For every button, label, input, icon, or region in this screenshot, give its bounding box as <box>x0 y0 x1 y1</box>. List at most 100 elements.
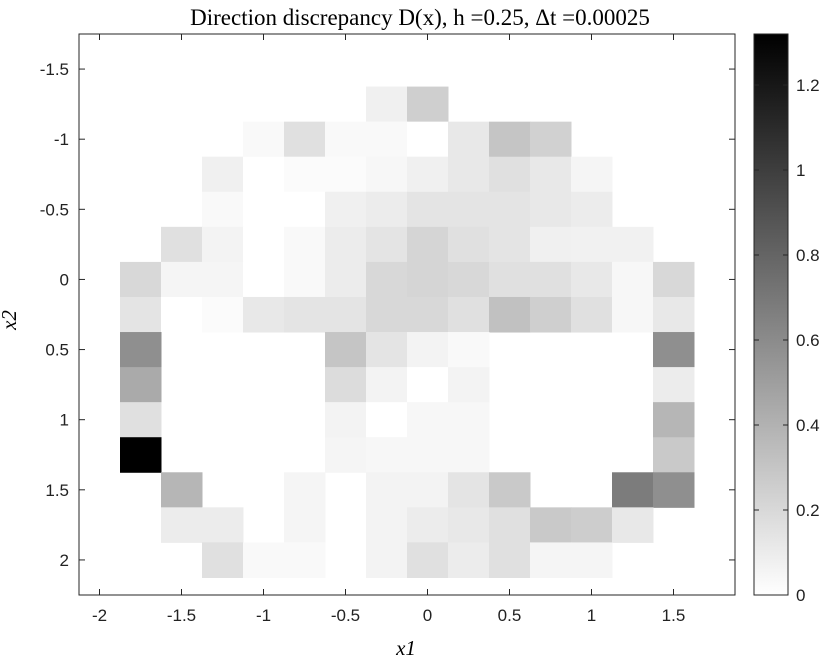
heatmap-cell <box>489 191 531 228</box>
heatmap-cell <box>284 507 326 543</box>
heatmap-cell <box>243 226 285 263</box>
y-tick-label: -0.5 <box>40 200 69 219</box>
heatmap-cell <box>407 507 449 543</box>
heatmap-cell <box>120 437 162 473</box>
heatmap-cell <box>612 472 654 508</box>
x-tick-label: -1.5 <box>167 606 196 625</box>
heatmap-cell <box>448 191 490 228</box>
colorbar: 0 0.2 0.4 0.6 0.8 1 1.2 <box>753 33 820 605</box>
colorbar-tick-label: 0 <box>796 586 805 605</box>
colorbar-tick-label: 0.6 <box>796 331 820 350</box>
heatmap-cell <box>612 226 654 263</box>
heatmap-cell <box>571 507 613 543</box>
colorbar-tick-label: 1.2 <box>796 76 820 95</box>
chart-title-text: Direction discrepancy D(x), h =0.25, Δt … <box>190 5 650 30</box>
heatmap-cell <box>366 472 408 508</box>
heatmap-cell <box>489 156 531 193</box>
heatmap-cell <box>120 367 162 403</box>
heatmap-cell <box>571 226 613 263</box>
heatmap-cell <box>448 437 490 473</box>
plot-axes: -2 -1.5 -1 -0.5 0 0.5 1 1.5 -1.5 -1 -0.5 0 0.5 1 1.5 2 <box>40 33 736 625</box>
heatmap-cell <box>407 121 449 158</box>
y-tick-label: 1 <box>60 411 69 430</box>
x-tick-label: -2 <box>92 606 107 625</box>
heatmap-cell <box>530 261 572 298</box>
y-axis-label: x2 <box>0 310 21 331</box>
colorbar-tick-label: 0.2 <box>796 501 820 520</box>
y-axis-label-text: x2 <box>0 310 21 331</box>
heatmap-cell <box>120 332 162 368</box>
heatmap-cell <box>325 261 367 298</box>
heatmap-cell <box>653 437 695 473</box>
heatmap-cell <box>161 472 203 508</box>
heatmap-cell <box>284 226 326 263</box>
heatmap-cell <box>407 437 449 473</box>
heatmap-cell <box>243 542 285 578</box>
heatmap-cell <box>325 367 367 403</box>
heatmap-cell <box>366 261 408 298</box>
heatmap-cells <box>120 86 695 578</box>
heatmap-cell <box>489 296 531 333</box>
heatmap-cell <box>653 296 695 333</box>
heatmap-cell <box>407 156 449 193</box>
y-tick-label: 1.5 <box>45 481 69 500</box>
heatmap-cell <box>202 296 244 333</box>
y-tick-label: 0 <box>60 270 69 289</box>
colorbar-gradient <box>753 33 789 596</box>
heatmap-cell <box>284 296 326 333</box>
heatmap-cell <box>489 542 531 578</box>
heatmap-cell <box>243 191 285 228</box>
x-tick-label: 0 <box>423 606 432 625</box>
heatmap-cell <box>243 156 285 193</box>
heatmap-cell <box>202 226 244 263</box>
heatmap-cell <box>448 332 490 368</box>
heatmap-cell <box>202 261 244 298</box>
heatmap-cell <box>653 332 695 368</box>
heatmap-cell <box>161 226 203 263</box>
heatmap-cell <box>243 296 285 333</box>
heatmap-cell <box>448 226 490 263</box>
heatmap-cell <box>325 121 367 158</box>
x-axis-label-text: x1 <box>395 636 416 658</box>
heatmap-cell <box>407 86 449 123</box>
heatmap-cell <box>407 226 449 263</box>
heatmap-cell <box>161 507 203 543</box>
y-tick-label: -1.5 <box>40 60 69 79</box>
heatmap-cell <box>284 121 326 158</box>
heatmap-cell <box>366 542 408 578</box>
heatmap-cell <box>448 261 490 298</box>
heatmap-cell <box>653 472 695 508</box>
heatmap-cell <box>448 507 490 543</box>
colorbar-tick-label: 0.8 <box>796 246 820 265</box>
x-tick-label: -1 <box>256 606 271 625</box>
heatmap-cell <box>407 332 449 368</box>
heatmap-cell <box>202 191 244 228</box>
heatmap-cell <box>448 472 490 508</box>
heatmap-cell <box>530 191 572 228</box>
heatmap-cell <box>653 402 695 438</box>
chart-title: Direction discrepancy D(x), h =0.25, Δt … <box>190 5 650 30</box>
plot-frame <box>78 33 736 596</box>
heatmap-cell <box>448 402 490 438</box>
heatmap-cell <box>284 156 326 193</box>
heatmap-cell <box>202 507 244 543</box>
heatmap-cell <box>366 402 408 438</box>
heatmap-cell <box>489 472 531 508</box>
heatmap-cell <box>530 296 572 333</box>
x-tick-label: -0.5 <box>331 606 360 625</box>
heatmap-cell <box>366 191 408 228</box>
heatmap-cell <box>284 472 326 508</box>
heatmap-cell <box>448 542 490 578</box>
heatmap-cell <box>284 191 326 228</box>
heatmap-cell <box>325 191 367 228</box>
heatmap-cell <box>448 121 490 158</box>
colorbar-tick-label: 1 <box>796 161 805 180</box>
heatmap-cell <box>530 507 572 543</box>
heatmap-cell <box>325 226 367 263</box>
heatmap-cell <box>120 402 162 438</box>
heatmap-cell <box>407 296 449 333</box>
x-tick-label: 1 <box>587 606 596 625</box>
heatmap-cell <box>325 437 367 473</box>
heatmap-cell <box>366 156 408 193</box>
